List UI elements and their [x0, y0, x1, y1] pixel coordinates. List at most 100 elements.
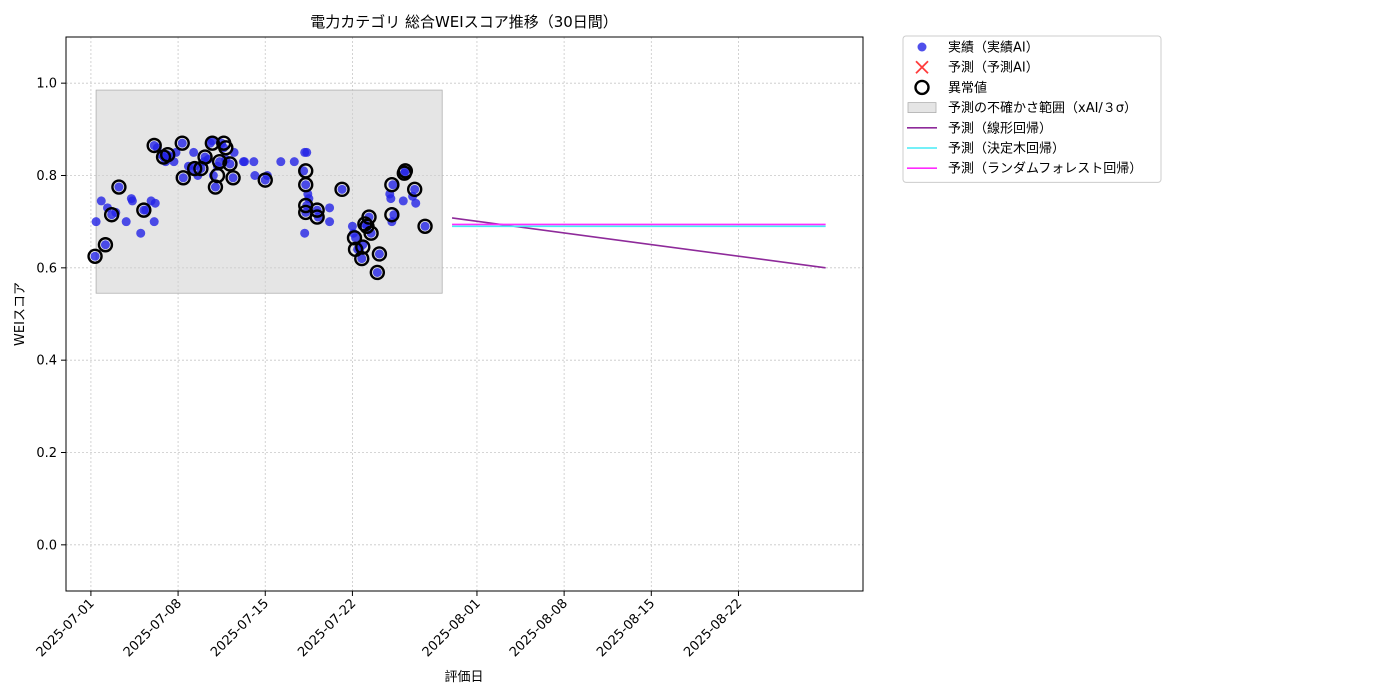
anomaly-ring [204, 135, 221, 151]
anomaly-ring [361, 209, 377, 225]
actual-point [225, 159, 235, 169]
actual-point [121, 217, 131, 227]
actual-point [372, 267, 382, 277]
actual-point [100, 240, 110, 250]
actual-point [177, 138, 187, 148]
anomaly-ring [146, 137, 162, 154]
actual-point [276, 157, 286, 167]
legend-x-stroke [915, 60, 929, 74]
anomaly-ring [309, 202, 325, 218]
actual-point [299, 166, 309, 176]
actual-point [96, 196, 106, 206]
legend-marker-uncertainty [907, 102, 937, 113]
anomaly-ring [111, 179, 127, 195]
actual-point [388, 180, 398, 190]
actual-point [150, 198, 160, 208]
actual-point [249, 157, 259, 167]
actual-point [210, 182, 220, 192]
anomaly-ring [225, 170, 241, 186]
anomaly-ring [174, 135, 190, 151]
actual-point [337, 184, 347, 194]
actual-point [325, 217, 335, 227]
anomaly-ring [346, 230, 363, 246]
anomaly-ring [384, 177, 400, 193]
anomaly-ring [363, 225, 379, 241]
legend-label-forest: 予測（ランダムフォレスト回帰） [948, 161, 1142, 177]
anomaly-ring [369, 264, 386, 281]
x-tick-label: 2025-07-08 [121, 596, 185, 660]
legend-label-actual: 実績（実績AI） [948, 40, 1039, 56]
actual-point [250, 171, 260, 180]
y-axis-label: WEIスコア [13, 282, 28, 346]
actual-point [325, 203, 335, 213]
actual-point [410, 184, 420, 194]
actual-point [420, 221, 430, 231]
x-tick-label: 2025-08-22 [681, 596, 745, 660]
actual-point [228, 173, 238, 183]
actual-point [374, 249, 384, 259]
y-tick-label: 1.0 [36, 77, 57, 92]
anomaly-rings [87, 135, 433, 281]
y-tick-label: 0.2 [36, 446, 57, 461]
anomaly-ring [136, 202, 152, 218]
actual-point [347, 221, 357, 231]
anomaly-ring [309, 209, 325, 225]
actual-point [351, 233, 361, 243]
anomaly-ring [103, 207, 120, 223]
anomaly-ring [384, 207, 400, 223]
anomaly-ring [406, 181, 423, 198]
anomaly-ring [257, 172, 273, 188]
actual-point [90, 251, 100, 261]
forecast-lines [451, 217, 826, 269]
anomaly-ring [397, 163, 414, 179]
actual-point [149, 217, 159, 227]
actual-point [239, 157, 249, 167]
anomaly-ring [355, 239, 371, 255]
actual-point [114, 182, 124, 192]
actual-point [300, 228, 310, 238]
actual-point [357, 254, 367, 264]
anomaly-ring [175, 170, 191, 186]
legend-label-uncertainty: 予測の不確かさ範囲（xAI/３σ） [948, 100, 1137, 116]
anomaly-ring [186, 160, 203, 177]
legend-marker-predicted [915, 60, 929, 74]
x-tick-label: 2025-08-08 [507, 596, 571, 660]
actual-point [207, 136, 217, 146]
actual-point [289, 157, 299, 167]
actual-point [366, 228, 376, 238]
legend-marker-actual [917, 42, 927, 52]
chart-title: 電力カテゴリ 総合WEIスコア推移（30日間） [310, 13, 618, 31]
y-tick-label: 0.0 [36, 538, 57, 553]
anomaly-ring [87, 248, 103, 264]
y-axis-ticks: 0.0 0.2 0.4 0.6 0.8 1.0 [36, 77, 66, 553]
actual-point [189, 147, 199, 157]
x-tick-label: 2025-08-01 [420, 596, 484, 660]
x-tick-label: 2025-08-15 [594, 596, 658, 660]
anomaly-ring [193, 160, 209, 177]
anomaly-ring [334, 181, 350, 198]
actual-point [127, 196, 137, 206]
actual-point [141, 205, 151, 215]
anomaly-ring [417, 218, 433, 234]
legend-frame [902, 35, 1162, 183]
anomaly-ring [160, 147, 176, 163]
actual-point [103, 203, 113, 213]
x-axis-label: 評価日 [444, 670, 483, 685]
anomaly-ring [354, 250, 370, 267]
actual-point [302, 147, 312, 157]
legend-label-linear: 予測（線形回帰） [948, 120, 1052, 136]
plot-frame [65, 36, 864, 592]
anomaly-ring [211, 153, 228, 170]
y-tick-label: 0.4 [36, 354, 57, 369]
anomaly-ring [218, 140, 234, 156]
y-tick-label: 0.8 [36, 169, 57, 184]
actual-point [178, 173, 188, 183]
actual-point [389, 210, 399, 220]
anomaly-ring [298, 177, 314, 193]
actual-point [301, 180, 311, 190]
x-tick-label: 2025-07-15 [208, 596, 272, 660]
actual-point [398, 196, 408, 206]
actual-point [91, 217, 101, 227]
